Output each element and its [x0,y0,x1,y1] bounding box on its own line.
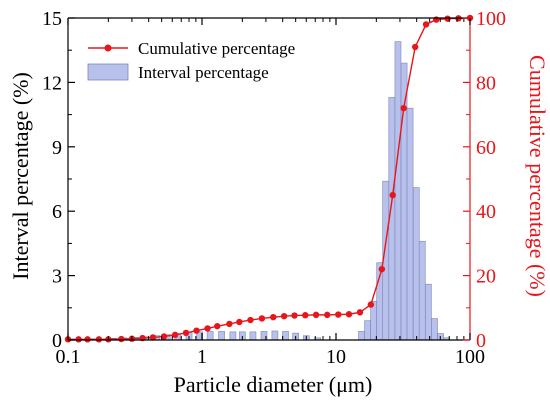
right-y-tick-label: 80 [476,72,496,94]
left-y-tick-label: 3 [52,266,62,288]
interval-bars [88,41,451,341]
right-y-tick-label: 0 [476,330,486,352]
interval-bar [218,331,225,341]
cumulative-point [84,336,91,343]
cumulative-point [324,311,331,319]
legend-label-interval: Interval percentage [138,63,269,82]
left-y-axis-title: Interval percentage (%) [8,72,33,280]
interval-bar [271,330,279,341]
cumulative-point [118,335,125,343]
x-tick-label: 0.1 [56,346,81,368]
cumulative-point [444,15,451,22]
interval-bar [358,331,365,341]
cumulative-point [422,21,430,28]
interval-bar [249,331,257,341]
cumulative-point [204,325,211,332]
left-y-tick-label: 6 [52,201,62,223]
cumulative-point [378,265,386,273]
interval-bar [364,320,371,341]
x-tick-label: 100 [455,346,485,368]
cumulative-point [236,318,243,326]
cumulative-point [171,331,179,339]
cumulative-point [367,301,375,308]
x-axis-title: Particle diameter (μm) [174,372,373,397]
cumulative-point [214,322,221,330]
right-y-tick-label: 20 [476,266,496,288]
cumulative-point [345,311,353,318]
cumulative-point [412,43,419,51]
cumulative-point [193,327,200,334]
x-tick-label: 1 [197,346,207,368]
left-y-tick-label: 0 [52,330,62,352]
cumulative-point [335,311,342,318]
left-y-tick-label: 12 [42,72,62,94]
right-y-tick-label: 100 [476,8,506,30]
cumulative-point [75,336,82,343]
cumulative-point [247,316,254,324]
interval-bar [425,283,432,341]
cumulative-point [280,312,288,320]
cumulative-point [389,191,396,199]
cumulative-point [149,334,157,341]
interval-bar [394,41,402,341]
cumulative-point [433,16,440,23]
x-tick-label: 10 [326,346,346,368]
cumulative-point [95,336,103,343]
right-y-axis-title: Cumulative percentage (%) [525,55,550,297]
cumulative-point [400,104,407,112]
legend-bar-swatch [87,63,129,81]
cumulative-point [291,312,298,319]
legend: Cumulative percentage Interval percentag… [87,39,295,82]
interval-bar [418,240,426,341]
left-y-tick-label: 15 [42,8,62,30]
cumulative-point [226,320,233,328]
cumulative-point [258,315,266,322]
cumulative-point [312,311,320,319]
cumulative-point [302,312,309,319]
interval-bar [412,187,420,341]
cumulative-point [182,329,190,337]
cumulative-point [270,313,277,321]
interval-bar [206,331,214,341]
right-y-tick-label: 40 [476,201,496,223]
left-y-tick-label: 9 [52,137,62,159]
interval-bar [406,107,414,341]
legend-line-marker [104,44,112,52]
interval-bar [282,331,289,341]
right-y-tick-label: 60 [476,137,496,159]
cumulative-point [160,333,168,340]
cumulative-point [356,309,364,316]
legend-label-cumulative: Cumulative percentage [138,39,295,58]
interval-bar [229,331,237,341]
interval-bar [431,318,438,341]
